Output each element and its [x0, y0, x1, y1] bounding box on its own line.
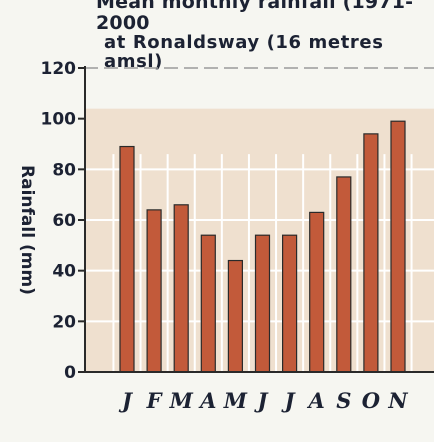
x-tick-label-1: F: [146, 388, 164, 413]
bar-m-4: [227, 259, 243, 373]
y-tick-label-40: 40: [52, 262, 76, 282]
bar-n-10: [390, 120, 406, 373]
bar-a-7: [309, 211, 325, 373]
y-tick-label-120: 120: [41, 59, 77, 79]
x-tick-label-4: M: [223, 388, 248, 413]
x-tick-label-6: J: [281, 388, 297, 413]
x-tick-label-8: S: [336, 388, 351, 413]
x-tick-label-10: N: [387, 388, 408, 413]
bar-a-3: [200, 234, 216, 373]
y-tick-label-100: 100: [41, 110, 77, 130]
y-tick-label-20: 20: [52, 312, 76, 332]
x-tick-label-7: A: [307, 388, 325, 413]
bar-f-1: [146, 209, 162, 373]
x-tick-label-2: M: [169, 388, 194, 413]
y-tick-label-0: 0: [64, 363, 76, 383]
bar-s-8: [336, 176, 352, 373]
y-axis-title: Rainfall (mm): [17, 165, 37, 295]
bar-j-6: [282, 234, 298, 373]
x-tick-label-5: J: [254, 388, 270, 413]
bar-j-0: [119, 145, 135, 373]
bar-m-2: [173, 204, 189, 373]
chart-title: Mean monthly rainfall (1971-2000: [96, 0, 414, 34]
y-tick-label-60: 60: [52, 211, 76, 231]
x-tick-label-3: A: [198, 388, 216, 413]
bar-o-9: [363, 133, 379, 373]
x-tick-label-0: J: [118, 388, 134, 413]
y-tick-label-80: 80: [52, 160, 76, 180]
chart-title-block: Mean monthly rainfall (1971-2000 at Rona…: [0, 0, 434, 72]
chart-subtitle: at Ronaldsway (16 metres amsl): [104, 32, 384, 73]
bar-j-5: [254, 234, 271, 373]
x-tick-label-9: O: [362, 388, 381, 413]
